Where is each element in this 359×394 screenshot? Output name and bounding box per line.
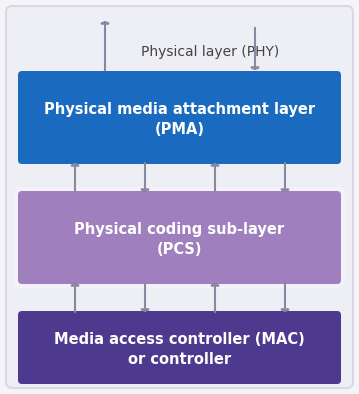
Text: or controller: or controller [128, 352, 231, 367]
FancyBboxPatch shape [6, 6, 353, 388]
Text: Physical layer (PHY): Physical layer (PHY) [141, 45, 279, 59]
FancyBboxPatch shape [18, 311, 341, 384]
FancyBboxPatch shape [18, 191, 341, 284]
Text: Media access controller (MAC): Media access controller (MAC) [54, 332, 305, 347]
Text: Physical coding sub-layer: Physical coding sub-layer [74, 222, 285, 237]
FancyBboxPatch shape [14, 187, 345, 288]
Text: (PMA): (PMA) [154, 122, 205, 137]
FancyBboxPatch shape [18, 71, 341, 164]
Text: Physical media attachment layer: Physical media attachment layer [44, 102, 315, 117]
Text: (PCS): (PCS) [157, 242, 202, 257]
